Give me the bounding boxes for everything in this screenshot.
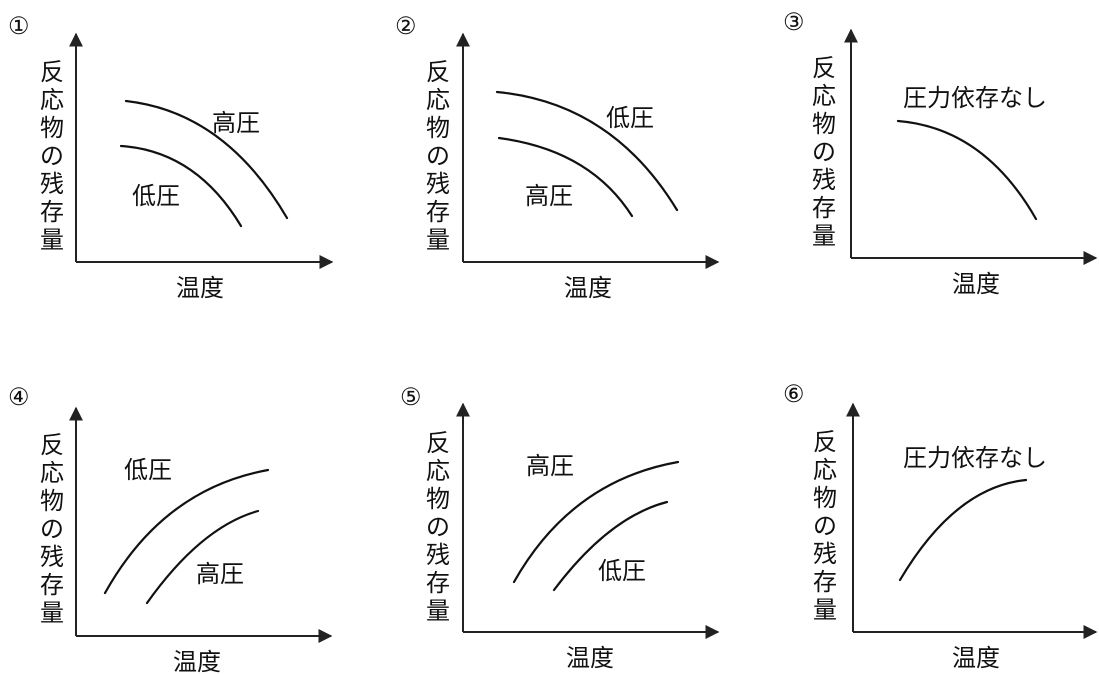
- y-label-char: 量: [426, 226, 450, 254]
- curve-upper: [495, 90, 679, 212]
- curve-upper: [124, 99, 289, 220]
- y-label-char: 応: [40, 459, 64, 487]
- y-label-char: 物: [40, 114, 64, 142]
- curve-upper: [512, 460, 680, 584]
- y-label-char: 存: [426, 198, 450, 226]
- curve-single: [898, 478, 1028, 582]
- y-axis-label: 反 応 物 の 残 存 量: [812, 54, 836, 250]
- curve-label-upper: 低圧: [606, 104, 654, 132]
- y-label-char: 存: [813, 568, 837, 596]
- curve-lower: [119, 144, 243, 228]
- y-label-char: 存: [812, 194, 836, 222]
- y-label-char: 反: [426, 58, 450, 86]
- y-label-char: 残: [813, 540, 837, 568]
- x-axis-label: 温度: [564, 274, 612, 302]
- x-axis-label: 温度: [176, 274, 224, 302]
- y-label-char: 残: [812, 166, 836, 194]
- y-axis-label: 反 応 物 の 残 存 量: [426, 58, 450, 254]
- y-label-char: 量: [40, 599, 64, 627]
- panel-number: ①: [8, 12, 30, 40]
- curve-label-lower: 高圧: [525, 182, 573, 210]
- curve-lower: [552, 500, 669, 592]
- panel-number: ⑥: [783, 380, 805, 408]
- y-label-char: 応: [813, 456, 837, 484]
- y-label-char: 存: [40, 198, 64, 226]
- y-axis-label: 反 応 物 の 残 存 量: [40, 431, 64, 627]
- y-label-char: 量: [426, 597, 450, 625]
- panel-number: ④: [8, 383, 30, 411]
- y-label-char: の: [812, 138, 836, 166]
- panel-number: ⑤: [400, 383, 422, 411]
- y-label-char: 反: [40, 431, 64, 459]
- y-label-char: の: [40, 142, 64, 170]
- y-label-char: 物: [426, 485, 450, 513]
- y-label-char: 反: [813, 428, 837, 456]
- y-label-char: 応: [40, 86, 64, 114]
- y-label-char: 存: [40, 571, 64, 599]
- y-label-char: 残: [426, 170, 450, 198]
- y-axis-label: 反 応 物 の 残 存 量: [426, 429, 450, 625]
- y-axis-label: 反 応 物 の 残 存 量: [40, 58, 64, 254]
- y-label-char: 応: [426, 86, 450, 114]
- y-label-char: 物: [812, 110, 836, 138]
- curve-lower: [145, 509, 260, 605]
- y-label-char: 量: [812, 222, 836, 250]
- y-label-char: 応: [426, 457, 450, 485]
- panel-1: ① 反 応 物 の 残 存 量 温度 高圧 低圧: [8, 12, 334, 302]
- y-label-char: 物: [426, 114, 450, 142]
- y-label-char: 残: [40, 543, 64, 571]
- x-axis-label: 温度: [952, 644, 1000, 672]
- curve-label: 圧力依存なし: [903, 444, 1047, 472]
- y-label-char: 残: [426, 541, 450, 569]
- y-label-char: 物: [40, 487, 64, 515]
- y-label-char: 量: [40, 226, 64, 254]
- panel-number: ③: [783, 8, 805, 36]
- curve-label-lower: 低圧: [598, 557, 646, 585]
- curve-label-lower: 低圧: [132, 182, 180, 210]
- y-label-char: の: [813, 512, 837, 540]
- curve-label: 圧力依存なし: [903, 84, 1047, 112]
- y-label-char: 反: [812, 54, 836, 82]
- y-label-char: 残: [40, 170, 64, 198]
- y-label-char: の: [426, 513, 450, 541]
- panel-4: ④ 反 応 物 の 残 存 量 温度 低圧 高圧: [8, 383, 333, 674]
- curve-lower: [497, 136, 634, 218]
- y-label-char: 存: [426, 569, 450, 597]
- panel-6: ⑥ 反 応 物 の 残 存 量 温度 圧力依存なし: [783, 380, 1098, 672]
- x-axis-label: 温度: [173, 648, 221, 674]
- panel-5: ⑤ 反 応 物 の 残 存 量 温度 高圧 低圧: [400, 383, 720, 672]
- curve-upper: [103, 468, 270, 595]
- y-label-char: 物: [813, 484, 837, 512]
- panel-2: ② 反 応 物 の 残 存 量 温度 低圧 高圧: [395, 12, 720, 302]
- panel-3: ③ 反 応 物 の 残 存 量 温度 圧力依存なし: [783, 8, 1098, 298]
- curve-label-upper: 高圧: [212, 109, 260, 137]
- x-axis-label: 温度: [952, 270, 1000, 298]
- y-label-char: 反: [426, 429, 450, 457]
- y-label-char: 応: [812, 82, 836, 110]
- x-axis-label: 温度: [566, 644, 614, 672]
- y-label-char: の: [426, 142, 450, 170]
- curve-label-upper: 高圧: [526, 452, 574, 480]
- y-label-char: 反: [40, 58, 64, 86]
- y-axis-label: 反 応 物 の 残 存 量: [813, 428, 837, 624]
- curve-label-lower: 高圧: [196, 560, 244, 588]
- curve-single: [896, 119, 1038, 221]
- y-label-char: の: [40, 515, 64, 543]
- curve-label-upper: 低圧: [124, 456, 172, 484]
- y-label-char: 量: [813, 596, 837, 624]
- panel-number: ②: [395, 12, 417, 40]
